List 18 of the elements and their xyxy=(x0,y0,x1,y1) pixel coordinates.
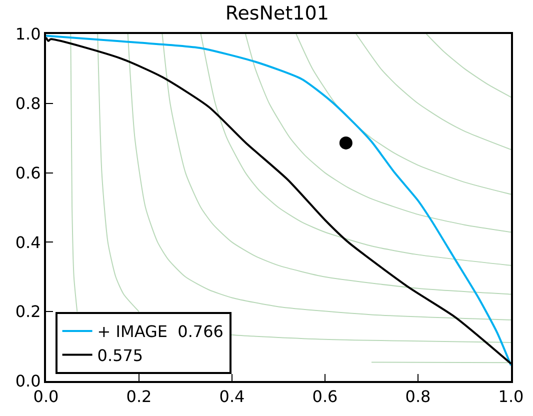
line-series xyxy=(162,34,511,295)
y-tick-label: 0.6 xyxy=(15,163,41,182)
line-series xyxy=(244,34,511,233)
line-series xyxy=(426,34,511,98)
line-series xyxy=(200,34,511,266)
x-tick-label: 0.6 xyxy=(312,387,338,406)
x-tick-label: 0.8 xyxy=(405,387,431,406)
x-tick-label: 1.0 xyxy=(498,387,524,406)
x-tick-label: 0.2 xyxy=(126,387,152,406)
legend-label: + IMAGE 0.766 xyxy=(97,322,224,342)
y-tick-label: 0.2 xyxy=(15,302,41,322)
x-tick-label: 0.4 xyxy=(219,387,245,406)
legend-label: 0.575 xyxy=(97,346,144,365)
line-series xyxy=(356,34,511,150)
y-tick-label: 0.8 xyxy=(15,94,41,113)
chart-title: ResNet101 xyxy=(225,2,329,25)
y-tick-label: 0.4 xyxy=(15,232,41,252)
y-tick-label: 1.0 xyxy=(15,24,41,44)
